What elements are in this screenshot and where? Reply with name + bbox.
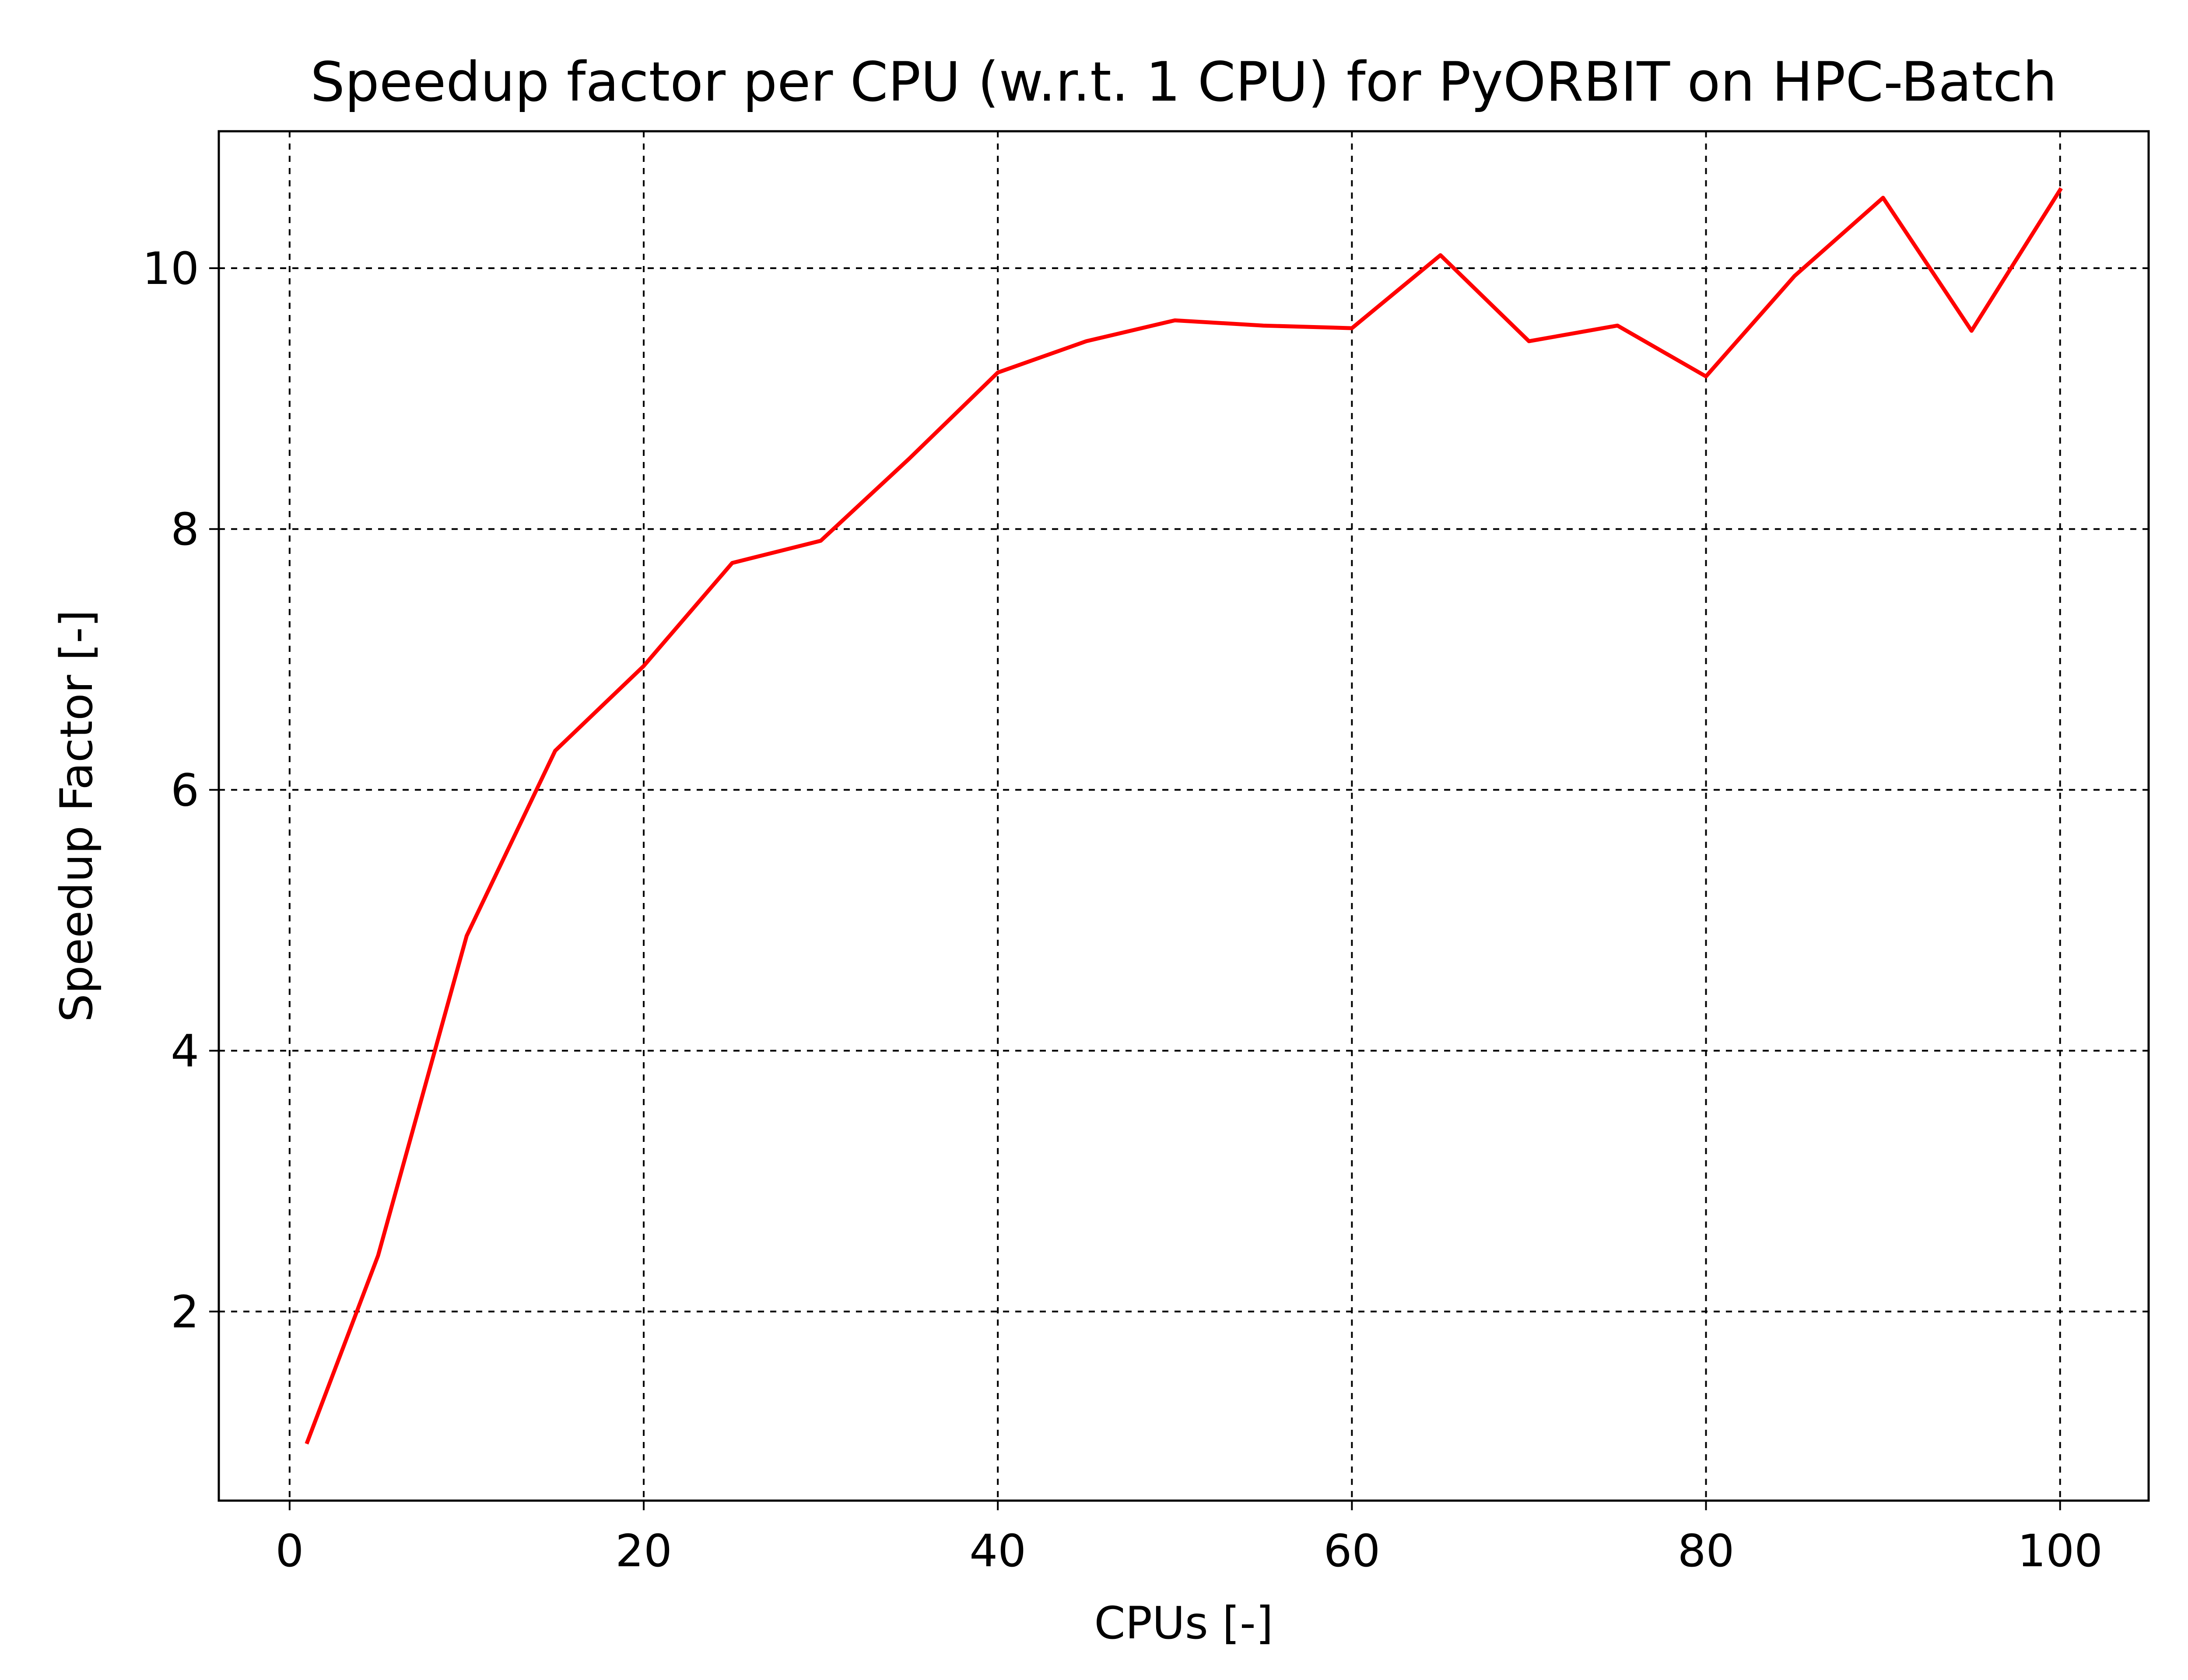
x-tick-label: 80 bbox=[1678, 1525, 1735, 1577]
x-tick-label: 60 bbox=[1323, 1525, 1380, 1577]
speedup-series-line bbox=[305, 187, 2063, 1445]
x-tick-label: 40 bbox=[969, 1525, 1026, 1577]
y-tick-label: 4 bbox=[171, 1026, 199, 1078]
y-tick-label: 2 bbox=[171, 1286, 199, 1338]
x-axis-label: CPUs [-] bbox=[1094, 1597, 1273, 1649]
plot-frame bbox=[217, 130, 2150, 1502]
chart-title: Speedup factor per CPU (w.r.t. 1 CPU) fo… bbox=[310, 51, 2057, 114]
y-tick-label: 6 bbox=[171, 764, 199, 816]
y-tick-label: 8 bbox=[171, 504, 199, 556]
series-layer bbox=[305, 187, 2063, 1445]
grid-layer bbox=[219, 131, 2149, 1501]
y-tick-label: 10 bbox=[142, 243, 199, 295]
tick-layer: 0 20 40 60 80 100 2 4 6 8 10 bbox=[142, 243, 2103, 1577]
y-axis-label: Speedup Factor [-] bbox=[51, 610, 103, 1022]
x-tick-label: 0 bbox=[275, 1525, 304, 1577]
x-tick-label: 100 bbox=[2017, 1525, 2103, 1577]
x-tick-label: 20 bbox=[615, 1525, 672, 1577]
